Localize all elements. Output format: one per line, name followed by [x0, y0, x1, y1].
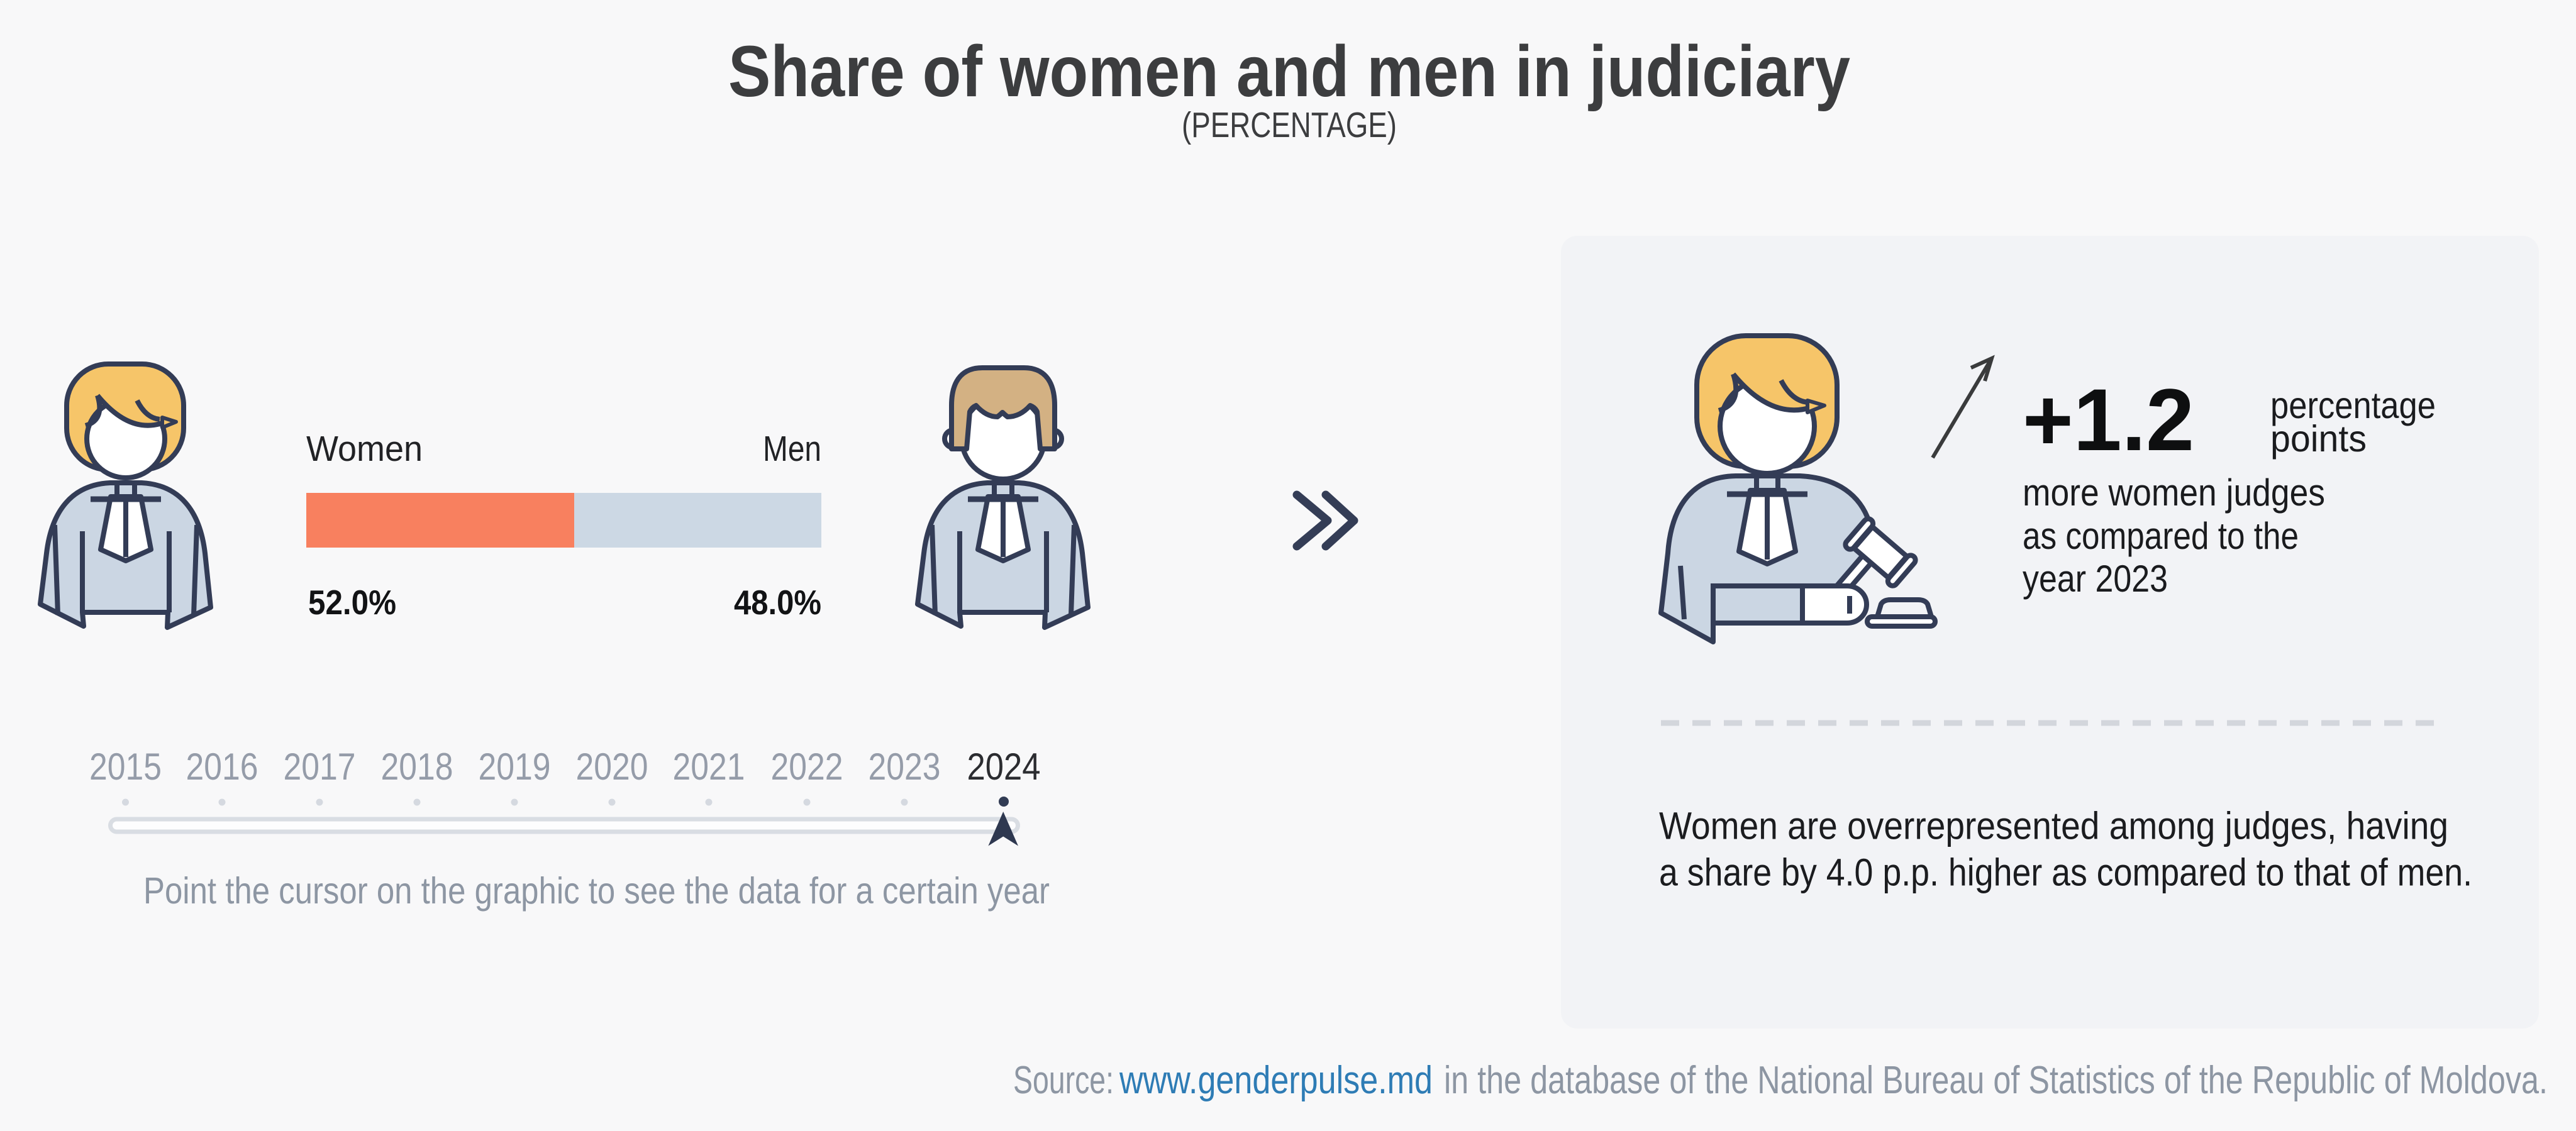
svg-text:2017: 2017 [284, 746, 356, 788]
svg-text:Point the cursor on the graphi: Point the cursor on the graphic to see t… [143, 870, 1050, 912]
svg-text:as compared to the: as compared to the [2023, 515, 2299, 557]
svg-text:Men: Men [763, 429, 821, 469]
svg-text:year 2023: year 2023 [2023, 558, 2168, 600]
svg-text:(PERCENTAGE): (PERCENTAGE) [1182, 105, 1397, 145]
svg-text:48.0%: 48.0% [734, 583, 821, 622]
svg-text:www.genderpulse.md: www.genderpulse.md [1119, 1059, 1433, 1102]
svg-text:2016: 2016 [186, 746, 258, 788]
svg-text:2024: 2024 [967, 746, 1041, 788]
svg-text:more women judges: more women judges [2023, 472, 2325, 514]
svg-text:points: points [2270, 418, 2367, 460]
svg-text:2021: 2021 [673, 746, 745, 788]
svg-text:2019: 2019 [479, 746, 551, 788]
svg-text:52.0%: 52.0% [308, 583, 396, 622]
svg-text:percentage: percentage [2270, 385, 2436, 426]
svg-text:Share of women and men in judi: Share of women and men in judiciary [728, 31, 1850, 112]
svg-text:2022: 2022 [771, 746, 843, 788]
svg-text:+1.2: +1.2 [2023, 370, 2194, 469]
svg-text:Women: Women [306, 429, 423, 469]
svg-text:2015: 2015 [89, 746, 162, 788]
svg-text:a share by 4.0 p.p. higher as: a share by 4.0 p.p. higher as compared t… [1659, 851, 2472, 894]
svg-text:2018: 2018 [381, 746, 453, 788]
svg-text:2020: 2020 [576, 746, 648, 788]
svg-text:in the database of the Nationa: in the database of the National Bureau o… [1444, 1059, 2548, 1102]
svg-text:2023: 2023 [869, 746, 941, 788]
svg-text:Women are overrepresented amon: Women are overrepresented among judges, … [1659, 805, 2448, 847]
svg-text:Source:: Source: [1013, 1059, 1114, 1102]
